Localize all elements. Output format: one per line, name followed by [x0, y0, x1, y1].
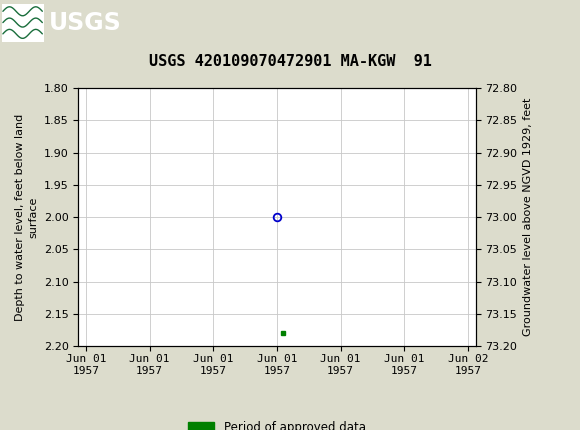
- FancyBboxPatch shape: [2, 3, 44, 42]
- Legend: Period of approved data: Period of approved data: [183, 416, 371, 430]
- Y-axis label: Groundwater level above NGVD 1929, feet: Groundwater level above NGVD 1929, feet: [523, 98, 533, 336]
- Text: USGS: USGS: [49, 11, 122, 34]
- Y-axis label: Depth to water level, feet below land
surface: Depth to water level, feet below land su…: [15, 114, 38, 321]
- Text: USGS 420109070472901 MA-KGW  91: USGS 420109070472901 MA-KGW 91: [148, 54, 432, 69]
